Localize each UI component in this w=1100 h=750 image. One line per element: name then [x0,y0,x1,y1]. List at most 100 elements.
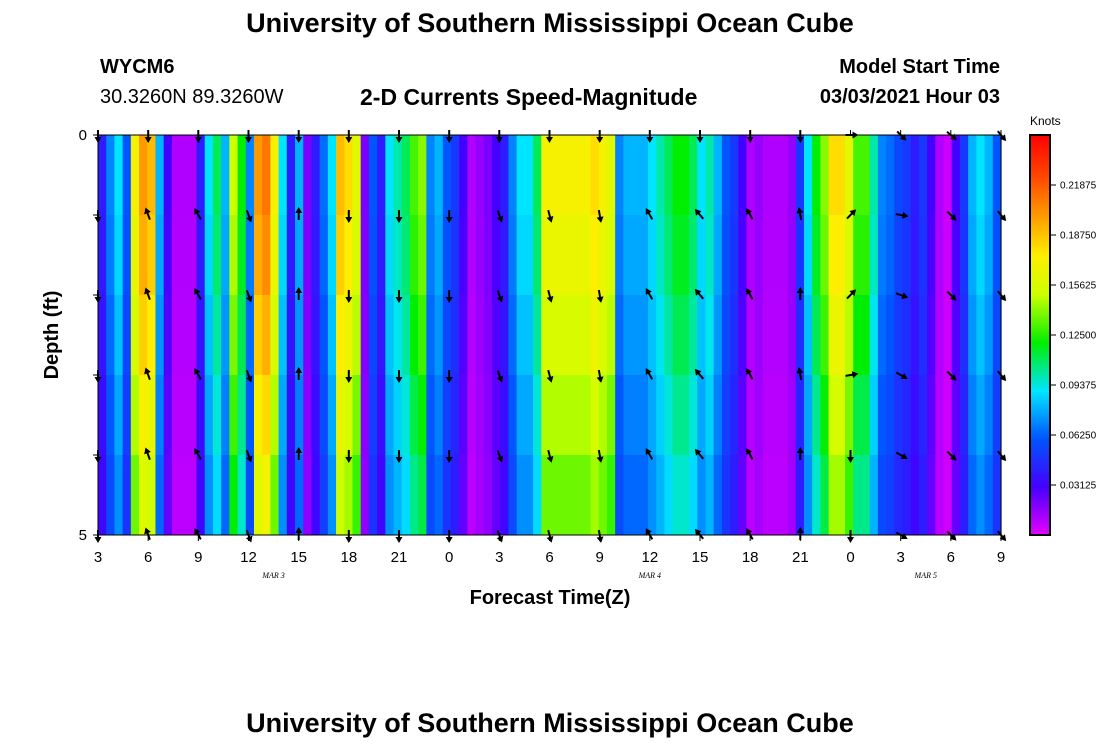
heatmap-cell [992,295,1002,376]
heatmap-cell [450,375,460,456]
current-arrow [645,368,654,380]
heatmap-cell [910,295,920,376]
heatmap-cell [541,135,551,216]
heatmap-cell [106,375,116,456]
current-arrow [845,371,859,379]
current-arrow [295,207,303,220]
heatmap-cell [130,375,140,456]
current-arrow [496,449,504,463]
heatmap-cell [845,135,854,216]
heatmap-cell [820,375,830,456]
heatmap-cell [467,295,477,376]
heatmap-cell [524,135,534,216]
x-tick-label: 18 [340,549,357,566]
heatmap-cell [672,295,682,376]
colorbar-tick-label: 0.06250 [1060,431,1097,442]
heatmap-cell [139,455,148,536]
heatmap-cell [943,295,953,376]
heatmap-cell [631,215,641,296]
heatmap-cell [656,455,666,536]
heatmap-cell [344,295,354,376]
heatmap-cell [122,215,132,296]
heatmap-cell [845,295,854,376]
heatmap-cell [779,375,789,456]
heatmap-cell [467,375,477,456]
heatmap-cell [393,135,403,216]
current-arrow [245,369,253,383]
chart-subtitle: 2-D Currents Speed-Magnitude [360,84,698,110]
heatmap-cell [180,135,189,216]
colorbar-tick-label: 0.15625 [1060,281,1097,292]
heatmap-cell [319,455,329,536]
x-tick-label: 6 [947,549,955,566]
heatmap-cell [475,455,485,536]
heatmap-cell [467,455,477,536]
heatmap-cell [648,135,657,216]
heatmap-cell [894,135,904,216]
heatmap-cell [861,135,871,216]
heatmap-cell [992,135,1002,216]
current-arrow [144,367,151,381]
heatmap-cell [311,135,321,216]
heatmap-cell [787,215,797,296]
heatmap-cell [886,375,895,456]
heatmap-cell [393,455,403,536]
current-arrow [796,447,804,460]
heatmap-cell [992,215,1002,296]
colorbar-tick-label: 0.03125 [1060,481,1097,492]
heatmap-cell [188,295,198,376]
heatmap-cell [787,375,797,456]
heatmap-cell [303,215,313,296]
model-start-value: 03/03/2021 Hour 03 [819,86,1000,108]
heatmap-cell [401,215,411,296]
heatmap-cell [754,295,764,376]
heatmap-cell [475,295,485,376]
heatmap-cell [426,455,436,536]
heatmap-cell [459,215,469,296]
heatmap-cell [828,455,838,536]
heatmap-cell [935,135,945,216]
heatmap-cell [467,215,477,296]
heatmap-cell [820,215,830,296]
heatmap-cell [385,375,395,456]
heatmap-cell [615,135,624,216]
heatmap-cell [787,295,797,376]
current-arrow [946,290,957,301]
heatmap-cell [705,455,715,536]
heatmap-cell [697,295,707,376]
heatmap-cell [968,375,977,456]
heatmap-cell [853,295,863,376]
heatmap-cell [606,295,616,376]
heatmap-cell [968,455,977,536]
heatmap-cell [516,215,526,296]
heatmap-cell [327,135,337,216]
heatmap-cell [295,215,304,296]
heatmap-cell [336,375,345,456]
heatmap-cell [385,455,395,536]
heatmap-cell [664,455,674,536]
heatmap-cell [336,455,345,536]
heatmap-cell [508,135,518,216]
heatmap-cell [492,135,501,216]
heatmap-cell [894,375,904,456]
heatmap-cell [508,215,518,296]
heatmap-cell [377,375,386,456]
heatmap-cell [910,375,920,456]
x-tick-label: 3 [896,549,904,566]
heatmap-cell [746,455,756,536]
heatmap-cell [467,135,477,216]
heatmap-cell [582,135,592,216]
heatmap-cell [319,375,329,456]
heatmap-cell [163,295,173,376]
heatmap-cell [639,455,649,536]
heatmap-cell [492,295,501,376]
x-axis-label: Forecast Time(Z) [470,587,631,609]
heatmap-cell [229,375,239,456]
heatmap-cell [114,455,124,536]
current-arrow [796,287,804,300]
heatmap-cell [927,375,936,456]
heatmap-cell [869,295,879,376]
date-label: MAR 5 [914,571,937,580]
current-arrow [194,208,202,220]
heatmap-cell [229,455,239,536]
